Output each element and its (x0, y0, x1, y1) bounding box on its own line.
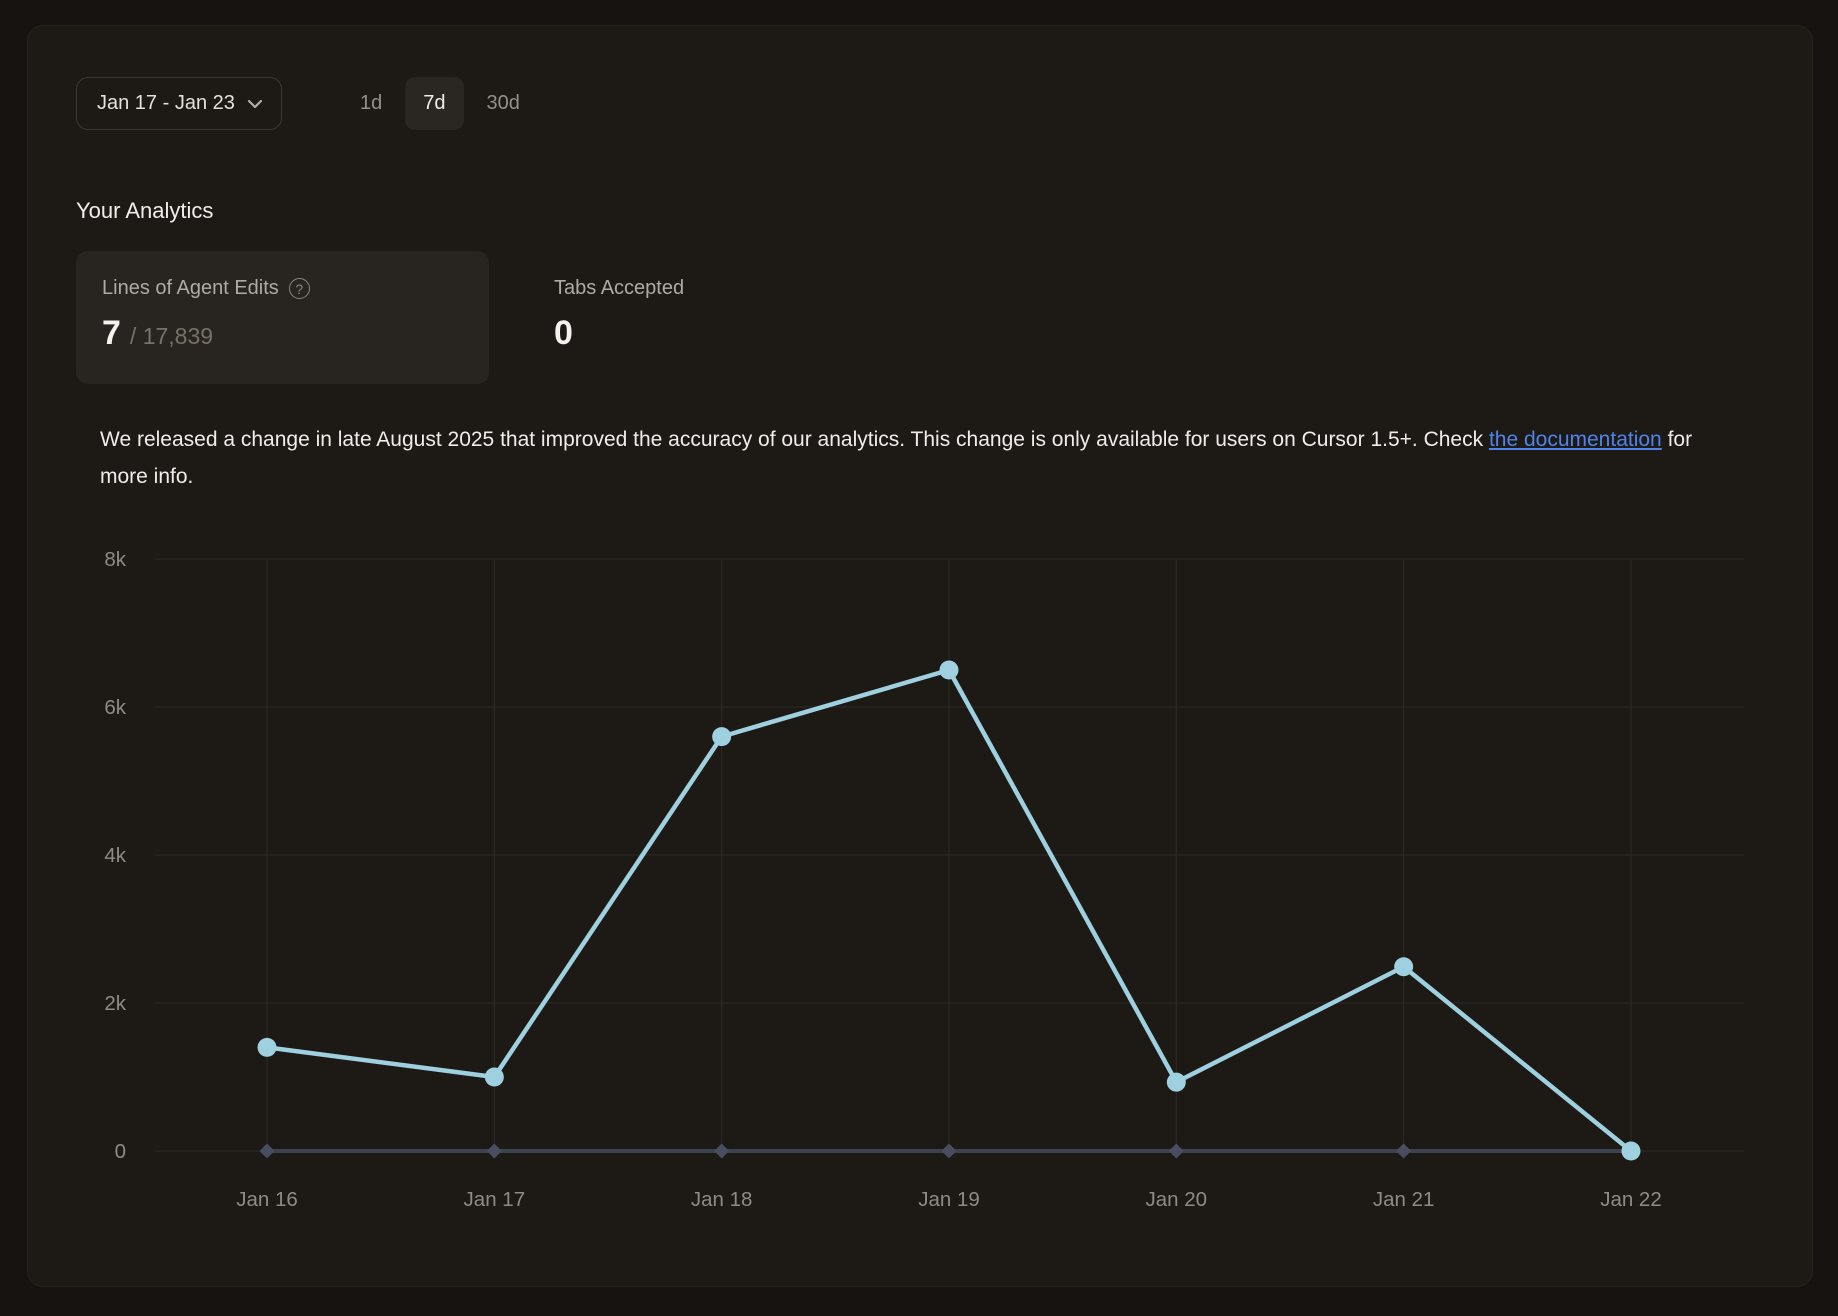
circle-marker[interactable] (712, 727, 731, 746)
diamond-marker[interactable] (1169, 1144, 1184, 1159)
y-axis-tick-label: 8k (104, 548, 126, 571)
x-axis-tick-label: Jan 17 (464, 1188, 526, 1211)
circle-marker[interactable] (485, 1068, 504, 1087)
analytics-panel: Jan 17 - Jan 23 1d 7d 30d Your Analytics… (27, 25, 1813, 1287)
x-axis-tick-label: Jan 22 (1600, 1188, 1662, 1211)
circle-marker[interactable] (258, 1038, 277, 1057)
x-axis-tick-label: Jan 18 (691, 1188, 753, 1211)
diamond-marker[interactable] (260, 1144, 275, 1159)
analytics-line-chart[interactable]: 02k4k6k8kJan 16Jan 17Jan 18Jan 19Jan 20J… (28, 26, 1814, 1288)
x-axis-tick-label: Jan 16 (236, 1188, 298, 1211)
x-axis-tick-label: Jan 20 (1146, 1188, 1208, 1211)
diamond-marker[interactable] (487, 1144, 502, 1159)
diamond-marker[interactable] (1396, 1144, 1411, 1159)
y-axis-tick-label: 0 (115, 1140, 126, 1163)
y-axis-tick-label: 6k (104, 696, 126, 719)
x-axis-tick-label: Jan 19 (918, 1188, 980, 1211)
circle-marker[interactable] (939, 661, 958, 680)
circle-marker[interactable] (1394, 957, 1413, 976)
diamond-marker[interactable] (941, 1144, 956, 1159)
y-axis-tick-label: 2k (104, 992, 126, 1015)
circle-marker[interactable] (1167, 1073, 1186, 1092)
diamond-marker[interactable] (714, 1144, 729, 1159)
circle-marker[interactable] (1621, 1142, 1640, 1161)
x-axis-tick-label: Jan 21 (1373, 1188, 1435, 1211)
y-axis-tick-label: 4k (104, 844, 126, 867)
